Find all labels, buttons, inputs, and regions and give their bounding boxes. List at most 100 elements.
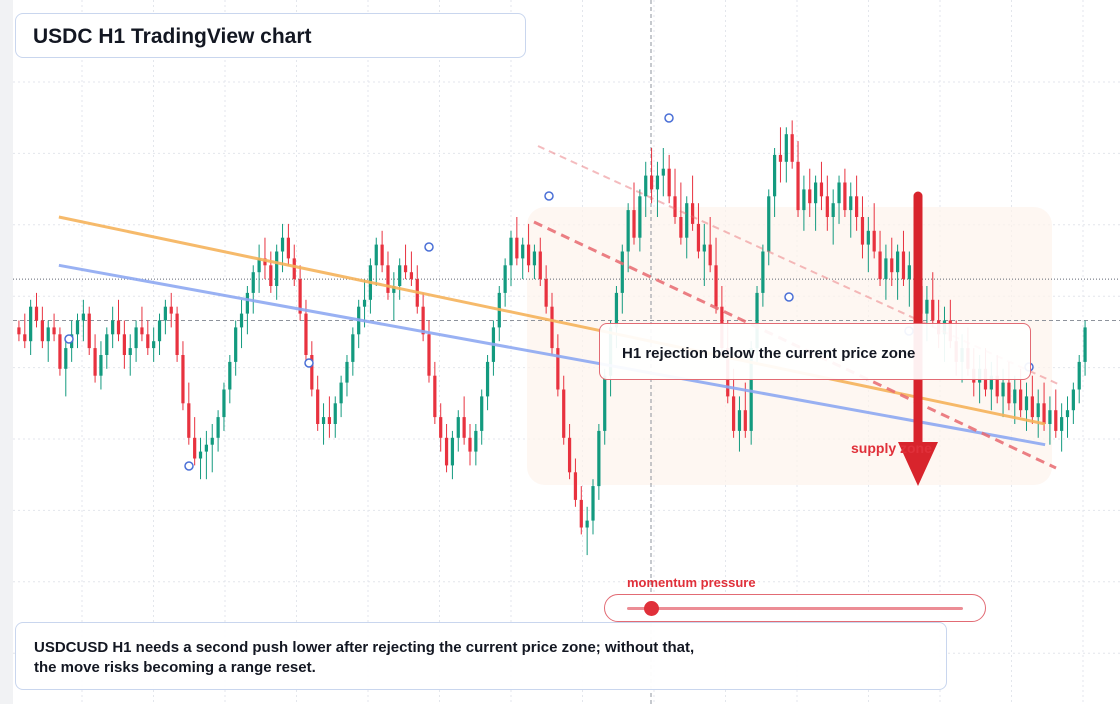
candle-body [907,265,911,280]
bearish-arrow-head [898,442,938,486]
analysis-note-line-1: USDCUSD H1 needs a second push lower aft… [34,639,695,656]
momentum-knob[interactable] [643,601,659,616]
candle-body [280,237,285,252]
pivot-marker [64,334,74,344]
candle-body [40,320,44,342]
candle-body [597,430,601,487]
candle-body [855,196,859,217]
candle-body [93,348,97,376]
candle-body [169,306,173,314]
candle-body [245,292,249,314]
candle-body [567,437,572,473]
candle-body [544,279,548,307]
candle-body [380,244,384,266]
candle-body [878,251,882,280]
candle-body [275,251,279,286]
candle-body [884,258,888,280]
candle-body [157,320,162,342]
candle-body [649,175,654,190]
candle-body [58,334,62,369]
candle-body [222,389,226,418]
candle-body [778,154,783,162]
pivot-marker [424,242,434,252]
candle-body [181,355,185,404]
candle-body [696,223,701,252]
candle-body [468,437,472,452]
candle-body [1054,410,1058,431]
candle-body [17,327,21,335]
candle-body [866,230,870,245]
candle-body [427,334,431,376]
candle-body [802,189,806,211]
candle-body [111,320,115,335]
candle-body [339,382,343,404]
candle-body [1071,389,1075,411]
candle-body [1019,389,1023,411]
analysis-note-panel: USDCUSD H1 needs a second push lower aft… [15,622,947,690]
candle-body [1077,361,1081,390]
candle-body [1007,382,1011,404]
candle-body [989,375,993,390]
candle-body [784,134,788,162]
candle-body [34,306,39,321]
candle-body [843,182,847,211]
candle-body [99,355,103,376]
pivot-marker [664,113,674,123]
candle-body [761,251,765,293]
candle-body [743,410,747,431]
candle-body [304,313,308,355]
candle-body [872,230,876,252]
candle-body [1083,327,1087,362]
candlestick-series [17,120,1087,556]
rejection-callout: H1 rejection below the current price zon… [599,323,1031,380]
candle-body [690,203,695,224]
candle-body [134,327,138,349]
candle-body [896,251,900,273]
candle-body [1065,410,1070,418]
candle-body [626,210,630,252]
candle-body [1036,403,1040,418]
candle-body [216,417,220,438]
candle-body [345,361,349,383]
orange-trendline [58,215,1046,426]
candle-body [614,292,619,328]
candle-body [644,175,648,197]
chart-title-panel: USDC H1 TradingView chart [15,13,526,58]
candle-body [444,437,449,466]
candle-body [1030,396,1034,418]
candle-body [813,182,818,204]
candle-body [228,361,232,390]
candle-body [731,396,736,431]
analysis-note: USDCUSD H1 needs a second push lower aft… [34,638,734,678]
candle-body [75,320,80,335]
pivot-marker [784,292,794,302]
candle-body [562,389,566,438]
candle-body [995,375,999,397]
candle-body [825,196,829,217]
candle-body [538,251,542,280]
candle-body [790,134,794,162]
candle-body [374,244,378,266]
candle-body [333,403,337,424]
analysis-note-line-2: the move risks becoming a range reset. [34,659,316,676]
candle-body [433,375,437,418]
candle-body [1060,417,1064,431]
rejection-callout-text: H1 rejection below the current price zon… [622,345,916,362]
candle-body [573,472,578,500]
momentum-label: momentum pressure [627,575,756,590]
candle-body [737,410,742,431]
candle-body [403,265,408,273]
candle-body [46,327,50,342]
candle-body [772,154,777,197]
candle-body [321,417,326,424]
candle-body [187,403,191,438]
candle-body [474,430,478,452]
candle-body [152,341,156,349]
candle-body [591,486,595,521]
candle-body [286,237,291,259]
candle-body [1013,389,1017,404]
momentum-slider[interactable] [604,594,986,622]
candle-body [210,437,214,445]
candle-body [23,334,27,342]
candle-body [122,334,126,355]
